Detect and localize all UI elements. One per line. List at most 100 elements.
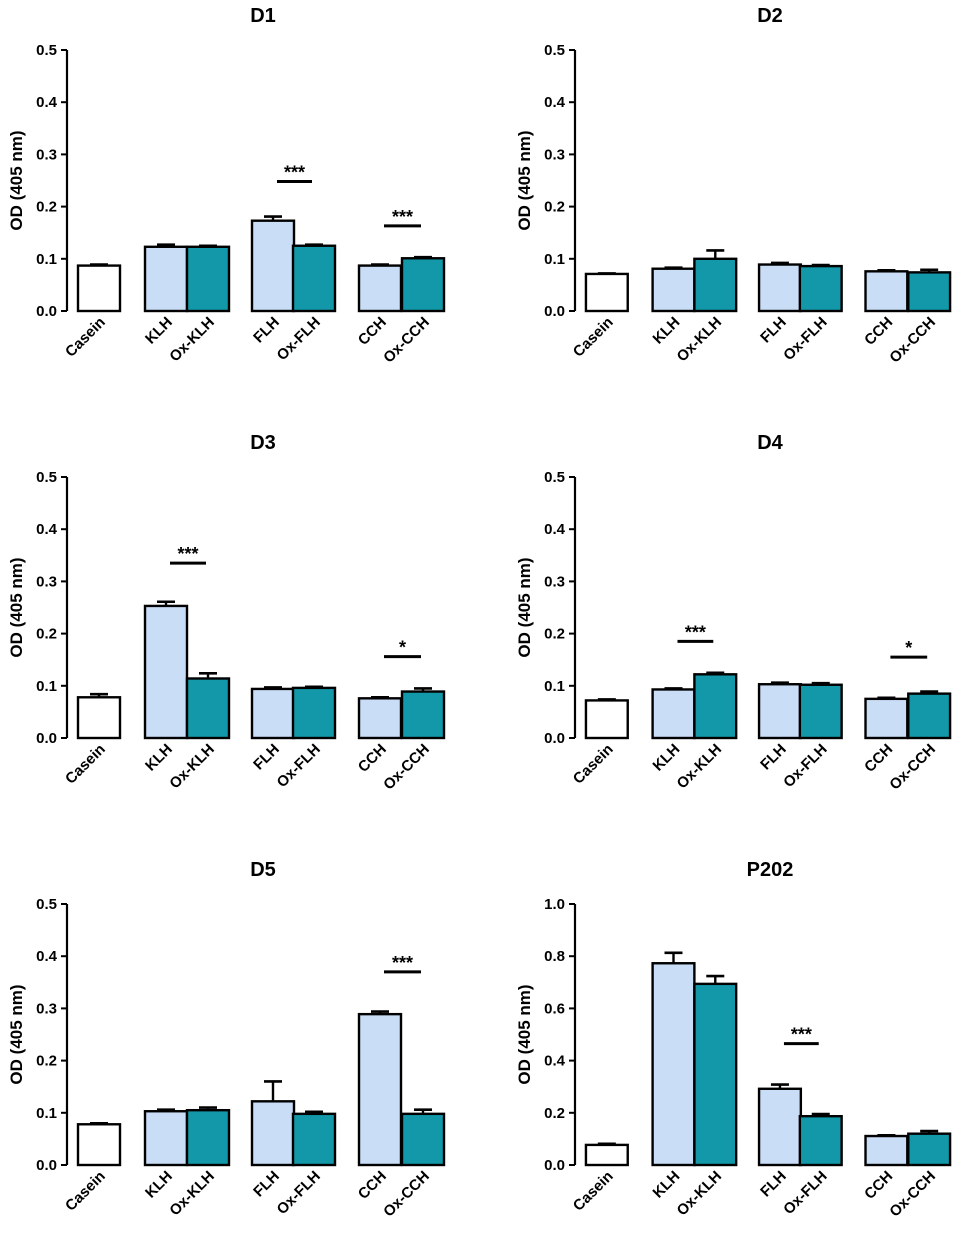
y-tick-label: 0.5 bbox=[36, 896, 57, 913]
x-tick-label-ox-cch: Ox-CCH bbox=[380, 314, 433, 367]
y-tick-label: 0.4 bbox=[544, 1053, 566, 1070]
x-tick-label-ox-flh: Ox-FLH bbox=[780, 1168, 830, 1218]
x-tick-label-klh: KLH bbox=[142, 314, 176, 348]
bar-ox-cch bbox=[400, 690, 446, 740]
bar-klh bbox=[143, 1110, 189, 1167]
bar-casein bbox=[584, 699, 629, 740]
bar-ox-flh bbox=[798, 683, 843, 740]
x-tick-label-ox-klh: Ox-KLH bbox=[674, 314, 726, 366]
x-tick-label-casein: Casein bbox=[570, 1168, 617, 1215]
chart-panel-d5: D5 OD (405 nm) 0.0 0.1 0.2 0.3 0.4 0.5 Casein KLH… bbox=[7, 859, 446, 1220]
bar-casein bbox=[76, 1123, 122, 1167]
chart-panel-d4: D4 OD (405 nm) 0.0 0.1 0.2 0.3 0.4 0.5 Casein KLH… bbox=[515, 432, 952, 793]
y-tick-label: 0.0 bbox=[36, 303, 57, 320]
bar-ox-cch bbox=[400, 1112, 446, 1167]
significance-label: *** bbox=[392, 953, 413, 973]
x-tick-label-ox-flh: Ox-FLH bbox=[274, 741, 324, 791]
bar-klh bbox=[651, 267, 696, 313]
y-tick-label: 0.2 bbox=[36, 199, 57, 216]
y-axis-label: OD (405 nm) bbox=[515, 557, 534, 657]
x-tick-label-cch: CCH bbox=[861, 314, 896, 349]
x-tick-label-casein: Casein bbox=[570, 741, 617, 788]
bar-ox-klh bbox=[185, 677, 231, 740]
bar-flh bbox=[250, 1100, 296, 1167]
x-tick-label-ox-cch: Ox-CCH bbox=[886, 1168, 939, 1221]
significance-label: *** bbox=[284, 163, 305, 183]
x-tick-label-klh: KLH bbox=[650, 741, 684, 775]
y-axis-label: OD (405 nm) bbox=[515, 130, 534, 230]
bar-klh bbox=[143, 245, 189, 313]
y-axis-label: OD (405 nm) bbox=[7, 557, 26, 657]
bar-ox-flh bbox=[798, 264, 843, 313]
x-tick-label-ox-flh: Ox-FLH bbox=[274, 314, 324, 364]
bar-klh bbox=[143, 604, 189, 740]
x-tick-label-casein: Casein bbox=[62, 1168, 109, 1215]
y-tick-label: 0.0 bbox=[544, 303, 565, 320]
y-tick-label: 0.5 bbox=[544, 469, 565, 486]
x-tick-label-ox-klh: Ox-KLH bbox=[674, 741, 726, 793]
y-tick-label: 0.3 bbox=[36, 146, 57, 163]
bar-ox-flh bbox=[798, 1114, 843, 1167]
bar-cch bbox=[864, 270, 909, 313]
bar-ox-cch bbox=[400, 257, 446, 313]
bar-cch bbox=[864, 1134, 909, 1167]
x-tick-label-ox-cch: Ox-CCH bbox=[380, 741, 433, 794]
y-tick-label: 0.3 bbox=[36, 573, 57, 590]
x-tick-label-casein: Casein bbox=[62, 314, 109, 361]
x-tick-label-casein: Casein bbox=[570, 314, 617, 361]
y-tick-label: 0.4 bbox=[36, 94, 58, 111]
y-tick-label: 0.3 bbox=[544, 146, 565, 163]
x-tick-label-flh: FLH bbox=[250, 314, 283, 347]
significance-label: *** bbox=[791, 1025, 812, 1045]
y-tick-label: 0.1 bbox=[36, 251, 57, 268]
x-tick-label-klh: KLH bbox=[142, 741, 176, 775]
x-tick-label-flh: FLH bbox=[250, 741, 283, 774]
x-tick-label-casein: Casein bbox=[62, 741, 109, 788]
x-tick-label-ox-flh: Ox-FLH bbox=[780, 741, 830, 791]
y-tick-label: 0.2 bbox=[544, 199, 565, 216]
bar-ox-flh bbox=[291, 244, 337, 313]
bar-klh bbox=[651, 688, 696, 740]
y-tick-label: 0.1 bbox=[36, 1105, 57, 1122]
bar-ox-klh bbox=[185, 245, 231, 313]
x-tick-label-ox-flh: Ox-FLH bbox=[274, 1168, 324, 1218]
significance-label: * bbox=[905, 638, 912, 658]
bar-klh bbox=[651, 962, 696, 1167]
chart-title: P202 bbox=[747, 859, 794, 881]
chart-panel-p202: P202 OD (405 nm) 0.0 0.2 0.4 0.6 0.8 1.0 Casein K… bbox=[515, 859, 952, 1221]
y-tick-label: 0.2 bbox=[36, 626, 57, 643]
chart-panel-d3: D3 OD (405 nm) 0.0 0.1 0.2 0.3 0.4 0.5 Casein KLH… bbox=[7, 432, 446, 794]
y-tick-label: 0.0 bbox=[544, 1157, 565, 1174]
x-tick-label-flh: FLH bbox=[757, 1168, 790, 1201]
significance-label: *** bbox=[392, 207, 413, 227]
chart-panel-d1: D1 OD (405 nm) 0.0 0.1 0.2 0.3 0.4 0.5 Casein KLH… bbox=[7, 5, 446, 367]
bar-flh bbox=[757, 683, 803, 740]
x-tick-label-ox-flh: Ox-FLH bbox=[780, 314, 830, 364]
x-tick-label-flh: FLH bbox=[250, 1168, 283, 1201]
x-tick-label-cch: CCH bbox=[355, 741, 390, 776]
chart-title: D1 bbox=[250, 5, 276, 27]
chart-title: D2 bbox=[757, 5, 783, 27]
bar-casein bbox=[584, 1143, 629, 1167]
x-tick-label-ox-klh: Ox-KLH bbox=[166, 1168, 218, 1220]
x-tick-label-klh: KLH bbox=[142, 1168, 176, 1202]
x-tick-label-ox-cch: Ox-CCH bbox=[886, 314, 939, 367]
bar-ox-cch bbox=[907, 271, 952, 313]
x-tick-label-cch: CCH bbox=[861, 741, 896, 776]
y-tick-label: 0.1 bbox=[36, 678, 57, 695]
y-tick-label: 0.4 bbox=[544, 521, 566, 538]
y-tick-label: 0.0 bbox=[544, 730, 565, 747]
y-tick-label: 0.5 bbox=[544, 42, 565, 59]
x-tick-label-cch: CCH bbox=[355, 314, 390, 349]
y-axis-label: OD (405 nm) bbox=[7, 130, 26, 230]
bar-ox-klh bbox=[693, 982, 738, 1167]
y-tick-label: 0.2 bbox=[544, 626, 565, 643]
bar-ox-cch bbox=[907, 1132, 952, 1167]
y-tick-label: 0.0 bbox=[36, 730, 57, 747]
y-tick-label: 0.1 bbox=[544, 251, 565, 268]
significance-label: *** bbox=[177, 544, 198, 564]
x-tick-label-flh: FLH bbox=[757, 314, 790, 347]
y-tick-label: 0.3 bbox=[544, 573, 565, 590]
y-tick-label: 0.4 bbox=[544, 94, 566, 111]
y-tick-label: 1.0 bbox=[544, 896, 565, 913]
